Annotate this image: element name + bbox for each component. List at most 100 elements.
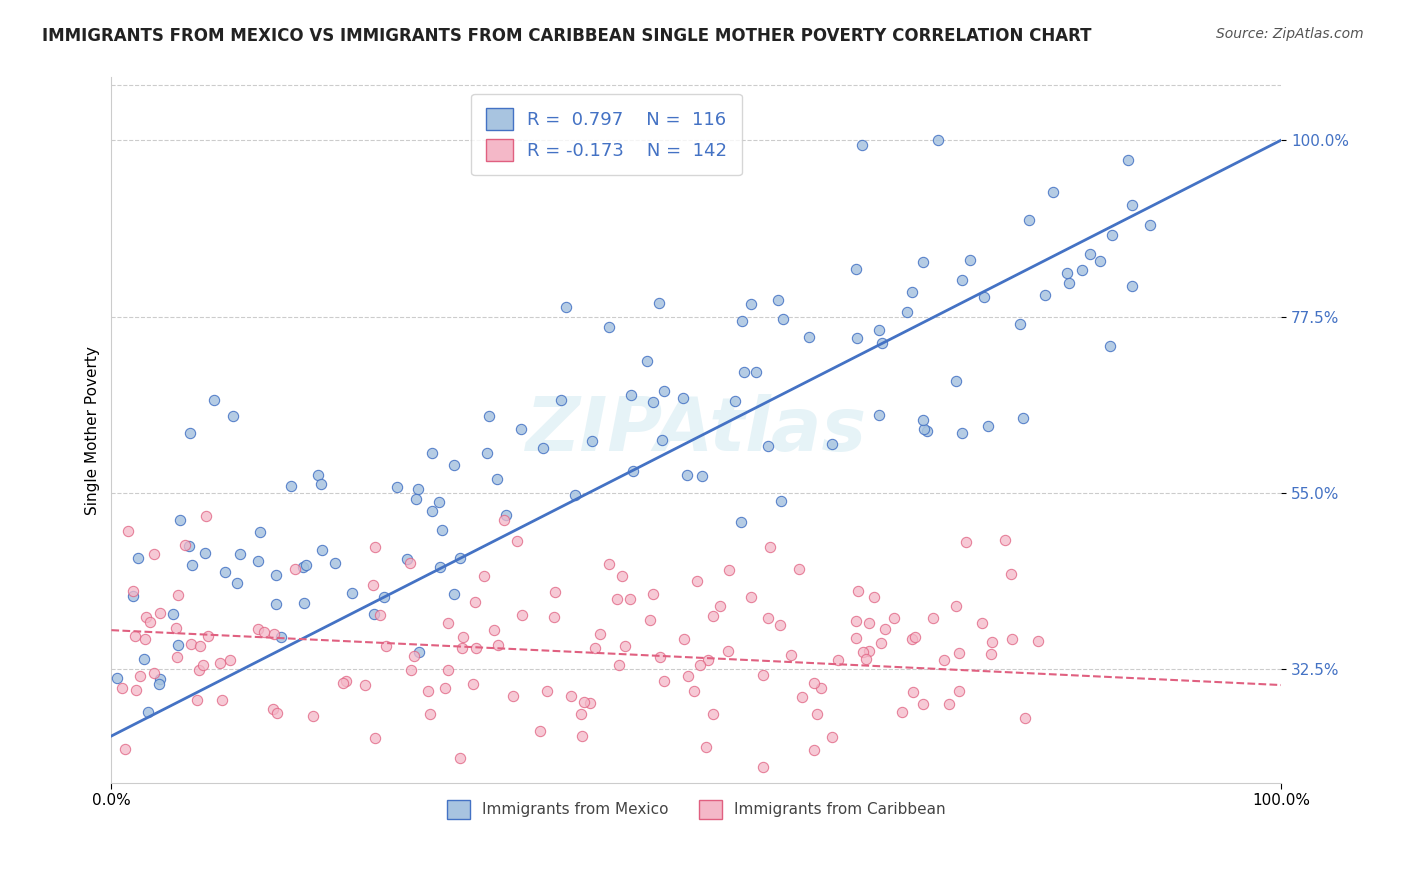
Point	[280, 479, 302, 493]
Point	[166, 649, 188, 664]
Point	[683, 683, 706, 698]
Point	[461, 677, 484, 691]
Point	[309, 476, 332, 491]
Point	[868, 408, 890, 422]
Point	[858, 644, 880, 658]
Point	[1056, 266, 1078, 280]
Point	[219, 653, 242, 667]
Point	[797, 330, 820, 344]
Point	[869, 322, 891, 336]
Point	[848, 583, 870, 598]
Point	[134, 632, 156, 646]
Point	[945, 599, 967, 613]
Point	[638, 613, 661, 627]
Point	[769, 618, 792, 632]
Point	[437, 663, 460, 677]
Point	[787, 562, 810, 576]
Point	[482, 624, 505, 638]
Point	[689, 658, 711, 673]
Point	[948, 683, 970, 698]
Point	[536, 684, 558, 698]
Point	[263, 627, 285, 641]
Point	[432, 523, 454, 537]
Point	[779, 648, 801, 662]
Point	[583, 640, 606, 655]
Point	[134, 652, 156, 666]
Point	[148, 677, 170, 691]
Point	[433, 681, 456, 696]
Point	[247, 554, 270, 568]
Point	[373, 590, 395, 604]
Point	[917, 424, 939, 438]
Point	[676, 669, 699, 683]
Point	[621, 464, 644, 478]
Point	[368, 608, 391, 623]
Point	[188, 664, 211, 678]
Point	[579, 696, 602, 710]
Point	[652, 384, 675, 398]
Point	[733, 366, 755, 380]
Point	[803, 676, 825, 690]
Point	[486, 638, 509, 652]
Point	[1012, 410, 1035, 425]
Point	[1018, 213, 1040, 227]
Point	[790, 690, 813, 705]
Point	[194, 509, 217, 524]
Point	[1090, 253, 1112, 268]
Point	[911, 413, 934, 427]
Point	[1014, 711, 1036, 725]
Point	[844, 261, 866, 276]
Point	[229, 547, 252, 561]
Point	[717, 644, 740, 658]
Point	[581, 434, 603, 449]
Point	[451, 641, 474, 656]
Point	[641, 395, 664, 409]
Point	[934, 653, 956, 667]
Text: Source: ZipAtlas.com: Source: ZipAtlas.com	[1216, 27, 1364, 41]
Point	[614, 639, 637, 653]
Point	[136, 706, 159, 720]
Point	[135, 609, 157, 624]
Point	[544, 584, 567, 599]
Point	[402, 649, 425, 664]
Point	[162, 607, 184, 622]
Point	[451, 631, 474, 645]
Point	[193, 546, 215, 560]
Point	[1001, 632, 1024, 646]
Point	[883, 611, 905, 625]
Point	[114, 742, 136, 756]
Point	[264, 598, 287, 612]
Point	[253, 624, 276, 639]
Point	[406, 483, 429, 497]
Point	[977, 418, 1000, 433]
Point	[117, 524, 139, 538]
Point	[222, 409, 245, 423]
Point	[891, 705, 914, 719]
Point	[855, 652, 877, 666]
Legend: Immigrants from Mexico, Immigrants from Caribbean: Immigrants from Mexico, Immigrants from …	[440, 794, 952, 825]
Point	[620, 388, 643, 402]
Point	[740, 591, 762, 605]
Point	[730, 314, 752, 328]
Point	[696, 652, 718, 666]
Point	[191, 657, 214, 672]
Point	[419, 706, 441, 721]
Point	[449, 751, 471, 765]
Point	[730, 515, 752, 529]
Point	[901, 684, 924, 698]
Point	[342, 586, 364, 600]
Point	[862, 590, 884, 604]
Point	[981, 635, 1004, 649]
Point	[464, 641, 486, 656]
Point	[475, 446, 498, 460]
Point	[652, 673, 675, 688]
Point	[751, 668, 773, 682]
Point	[901, 285, 924, 299]
Point	[506, 533, 529, 548]
Point	[718, 563, 741, 577]
Point	[385, 480, 408, 494]
Point	[1057, 277, 1080, 291]
Point	[564, 488, 586, 502]
Point	[202, 392, 225, 407]
Point	[607, 658, 630, 673]
